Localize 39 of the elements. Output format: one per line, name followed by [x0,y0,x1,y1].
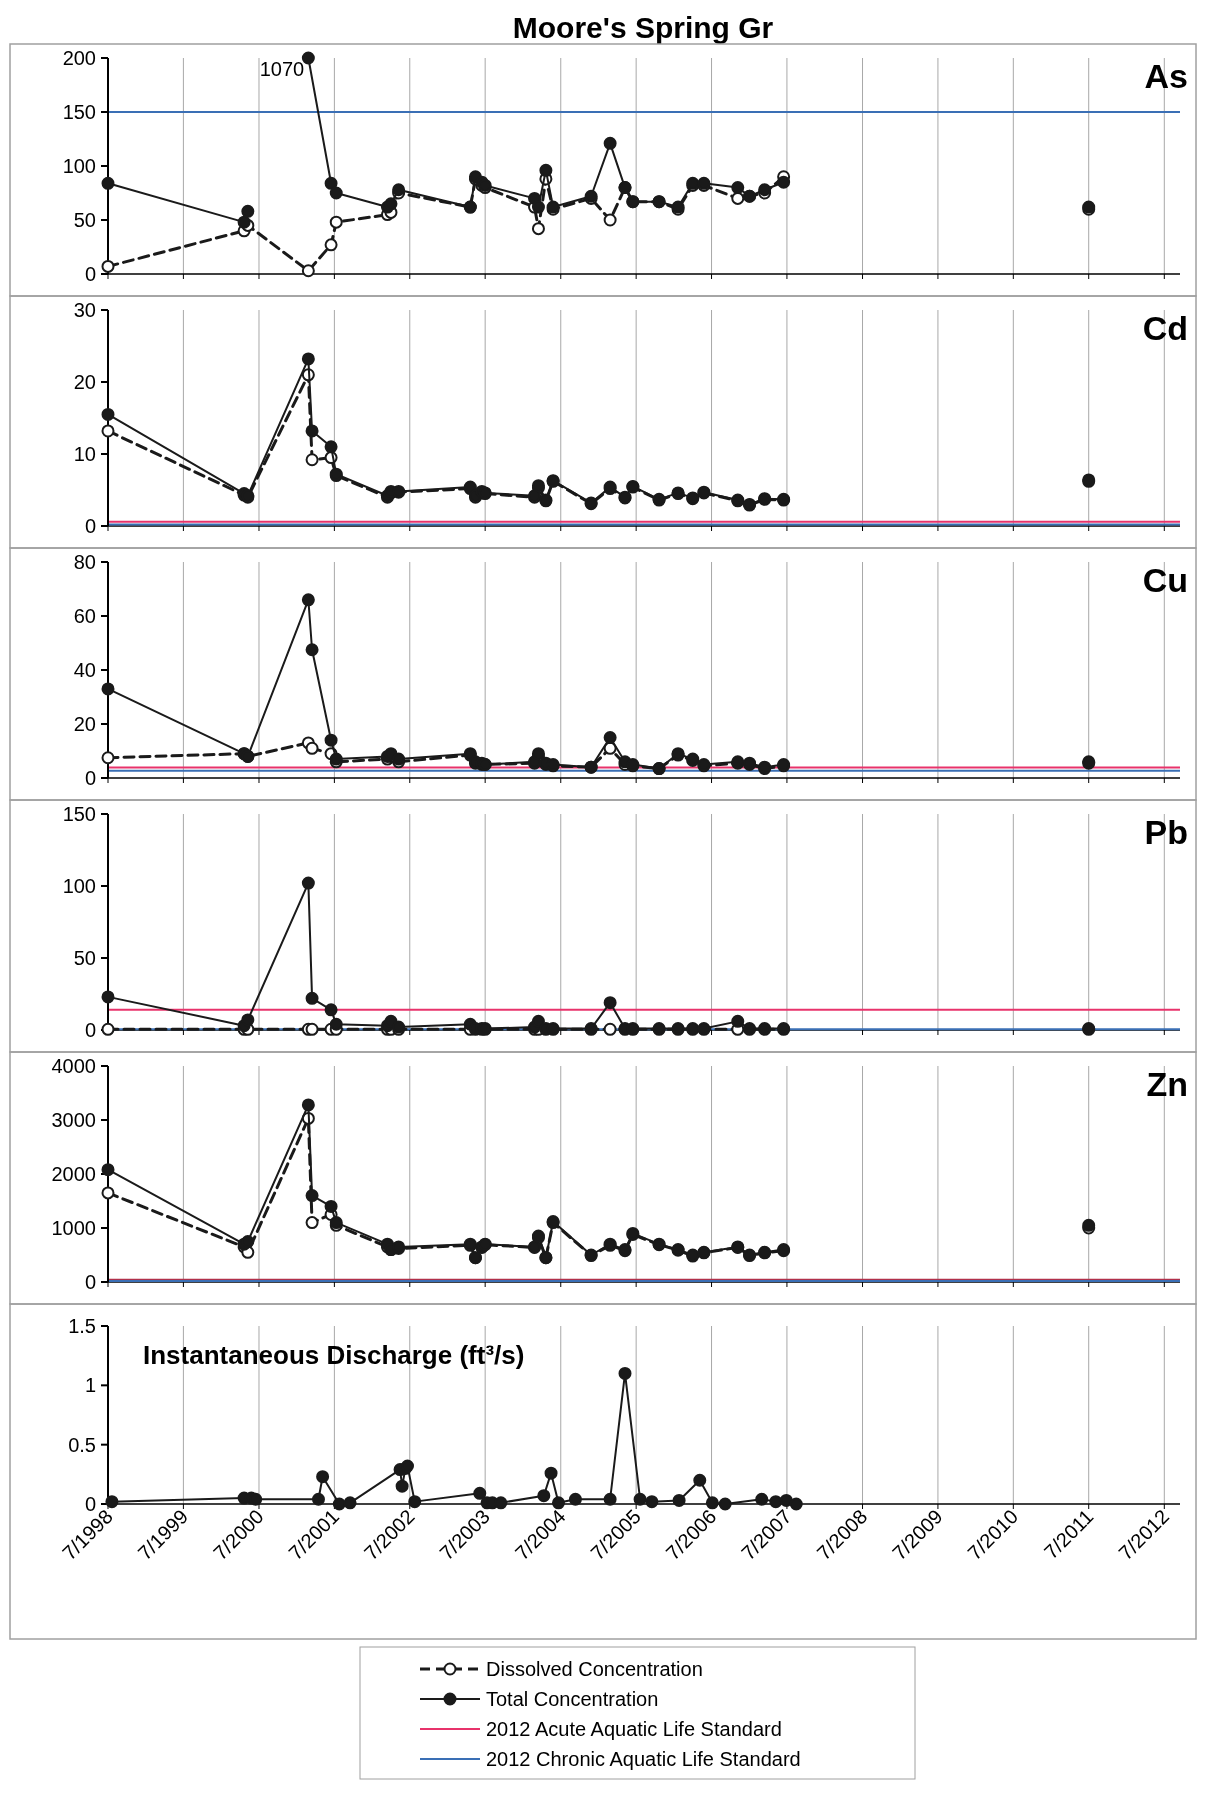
y-tick-label: 0 [84,1271,96,1293]
legend-label: Total Concentration [486,1688,659,1710]
y-tick-label: 1 [84,1374,96,1397]
y-tick-label: 200 [62,47,96,69]
chart-title: Moore's Spring Gr [512,11,774,44]
chart-title: Cu [1142,561,1188,599]
chart-title: Pb [1144,813,1188,851]
y-tick-label: 10 [73,443,96,465]
y-tick-label: 0 [84,263,96,285]
y-tick-label: 30 [73,299,96,321]
y-tick-label: 2000 [51,1163,96,1185]
y-tick-label: 100 [62,875,96,897]
chart-subtitle: As [1144,57,1188,95]
y-tick-label: 80 [73,551,96,573]
y-tick-label: 3000 [51,1109,96,1131]
y-tick-label: 60 [73,605,96,627]
y-tick-label: 0 [84,1019,96,1041]
y-tick-label: 150 [62,101,96,123]
text: Instantaneous Discharge (ft³/s) [143,1340,525,1370]
legend-label: 2012 Chronic Aquatic Life Standard [486,1748,801,1770]
y-tick-label: 150 [62,803,96,825]
annotation: 1070 [259,58,305,80]
y-tick-label: 20 [73,713,96,735]
y-tick-label: 0 [84,767,96,789]
y-tick-label: 50 [73,947,96,969]
chart-title: Cd [1142,309,1188,347]
chart-title: Zn [1146,1065,1188,1103]
y-tick-label: 4000 [51,1055,96,1077]
y-tick-label: 40 [73,659,96,681]
y-tick-label: 50 [73,209,96,231]
legend-label: 2012 Acute Aquatic Life Standard [486,1718,782,1740]
y-tick-label: 0.5 [68,1433,96,1456]
y-tick-label: 1.5 [68,1315,96,1337]
y-tick-label: 0 [84,515,96,537]
legend-label: Dissolved Concentration [486,1658,703,1680]
y-tick-label: 100 [62,155,96,177]
y-tick-label: 20 [73,371,96,393]
y-tick-label: 0 [84,1493,96,1515]
y-tick-label: 1000 [51,1217,96,1239]
